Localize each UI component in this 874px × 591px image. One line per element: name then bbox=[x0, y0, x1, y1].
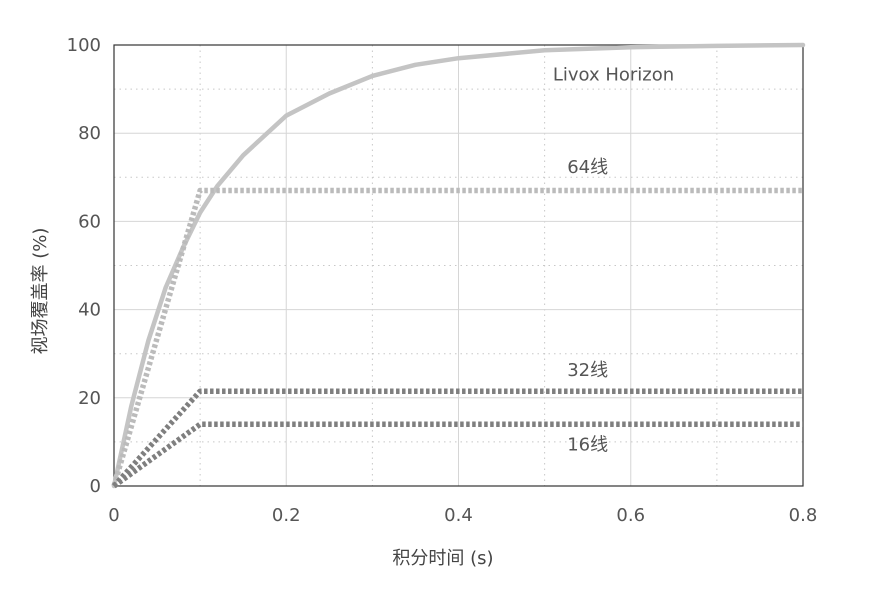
y-tick-label: 40 bbox=[78, 300, 101, 321]
series-line-64 bbox=[111, 187, 803, 487]
y-tick-label: 100 bbox=[67, 35, 101, 56]
series-line-livox-horizon bbox=[111, 42, 806, 489]
plot-frame bbox=[113, 44, 804, 487]
grid bbox=[114, 45, 803, 486]
x-tick-label: 0 bbox=[108, 505, 119, 526]
series-group bbox=[111, 42, 806, 489]
series-line-32 bbox=[111, 388, 803, 488]
x-tick-label: 0.8 bbox=[789, 505, 818, 526]
series-annotations: Livox Horizon 64线 32线 16线 bbox=[553, 64, 674, 455]
x-tick-label: 0.6 bbox=[616, 505, 645, 526]
x-tick-label: 0.4 bbox=[444, 505, 473, 526]
x-tick-label: 0.2 bbox=[272, 505, 301, 526]
series-label: 64线 bbox=[567, 157, 608, 178]
series-label: 32线 bbox=[567, 360, 608, 381]
series-label: Livox Horizon bbox=[553, 64, 674, 85]
y-tick-label: 0 bbox=[90, 476, 101, 497]
y-tick-label: 60 bbox=[78, 211, 101, 232]
y-tick-label: 20 bbox=[78, 388, 101, 409]
tick-labels: 0 0.2 0.4 0.6 0.8 0 20 40 60 80 100 bbox=[67, 35, 818, 526]
y-tick-label: 80 bbox=[78, 123, 101, 144]
series-label: 16线 bbox=[567, 435, 608, 456]
x-axis-title: 积分时间 (s) bbox=[392, 548, 493, 569]
y-axis-title: 视场覆盖率 (%) bbox=[30, 228, 51, 355]
